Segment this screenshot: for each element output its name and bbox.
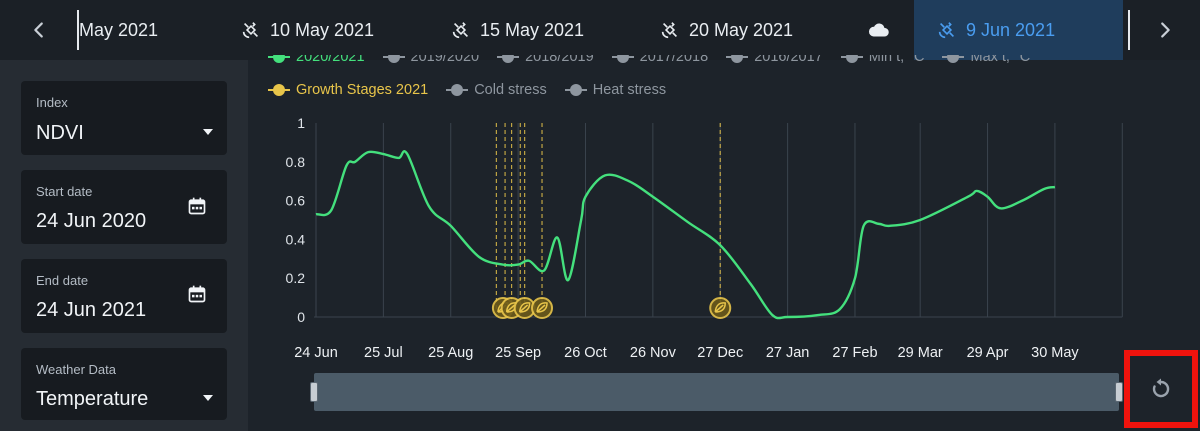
chart-panel: 2020/2021 2019/2020 2018/2019 2017/2018 … xyxy=(248,55,1200,431)
legend-item-max-t[interactable]: Max t, °C xyxy=(942,55,1030,65)
x-tick-label: 25 Jul xyxy=(364,345,403,361)
sidebar: Index NDVI Start date 24 Jun 2020 End da… xyxy=(0,60,248,431)
date-label: 15 May 2021 xyxy=(480,19,585,40)
leaf-icon xyxy=(714,302,726,313)
chevron-left-icon xyxy=(34,22,43,38)
chevron-right-icon xyxy=(1161,22,1170,38)
date-item-9-jun-2021[interactable]: 9 Jun 2021 xyxy=(914,0,1123,60)
date-label: 9 Jun 2021 xyxy=(966,19,1056,40)
satellite-icon xyxy=(938,22,955,39)
date-item-may-2021[interactable]: May 2021 xyxy=(79,0,158,60)
start-date-label: Start date xyxy=(36,184,93,199)
legend-item-growth-stages[interactable]: Growth Stages 2021 xyxy=(268,82,428,98)
date-label: 20 May 2021 xyxy=(689,19,794,40)
index-value: NDVI xyxy=(36,122,84,144)
date-item-20-may-2021[interactable]: 20 May 2021 xyxy=(659,0,793,60)
date-item-cloudy[interactable] xyxy=(866,0,900,60)
end-date-value: 24 Jun 2021 xyxy=(36,299,147,321)
x-tick-label: 29 Apr xyxy=(967,345,1009,361)
legend-label: 2017/2018 xyxy=(639,55,709,65)
caret-down-icon xyxy=(203,129,213,135)
leaf-icon xyxy=(518,302,531,313)
index-label: Index xyxy=(36,95,68,110)
x-tick-label: 27 Feb xyxy=(832,345,877,361)
date-item-10-may-2021[interactable]: 10 May 2021 xyxy=(240,0,374,60)
reset-icon xyxy=(1152,378,1170,398)
previous-date-button[interactable] xyxy=(0,0,78,60)
legend-item-heat-stress[interactable]: Heat stress xyxy=(564,82,667,98)
legend-item-2017-2018[interactable]: 2017/2018 xyxy=(611,55,709,65)
next-date-button[interactable] xyxy=(1130,0,1200,60)
legend-label: Cold stress xyxy=(474,82,547,98)
divider xyxy=(1128,10,1130,50)
calendar-icon[interactable] xyxy=(187,196,207,216)
satellite-icon xyxy=(452,22,469,39)
legend-item-2019-2020[interactable]: 2019/2020 xyxy=(382,55,480,65)
weather-data-label: Weather Data xyxy=(36,362,116,377)
weather-data-value: Temperature xyxy=(36,388,149,410)
caret-down-icon xyxy=(203,395,213,401)
legend-label: 2016/2017 xyxy=(754,55,823,65)
reset-zoom-button[interactable] xyxy=(1124,350,1198,428)
text-cursor xyxy=(77,10,79,50)
date-label: 10 May 2021 xyxy=(270,19,375,40)
ndvi-series-line xyxy=(315,150,1056,320)
ndvi-chart: 1 0.8 0.6 0.4 0.2 0 24 Jun 25 Jul 25 Aug 25 Sep 26… xyxy=(286,115,1123,361)
y-tick-label: 0 xyxy=(297,309,305,325)
weather-data-select[interactable]: Weather Data Temperature xyxy=(21,348,227,420)
range-slider-right-handle[interactable] xyxy=(1115,382,1123,402)
range-slider-left-handle[interactable] xyxy=(310,382,318,402)
range-slider-track[interactable] xyxy=(314,373,1119,411)
x-tick-label: 27 Dec xyxy=(697,345,743,361)
legend-item-2018-2019[interactable]: 2018/2019 xyxy=(497,55,594,65)
y-tick-label: 1 xyxy=(297,115,305,131)
start-date-field[interactable]: Start date 24 Jun 2020 xyxy=(21,170,227,244)
y-tick-label: 0.6 xyxy=(286,193,306,209)
legend-label: Max t, °C xyxy=(970,55,1031,65)
date-label: May 2021 xyxy=(79,19,159,40)
leaf-icon xyxy=(536,302,548,313)
x-tick-label: 25 Aug xyxy=(428,345,473,361)
x-tick-label: 26 Oct xyxy=(564,345,607,361)
cloud-icon xyxy=(868,23,889,37)
y-tick-label: 0.4 xyxy=(286,231,306,247)
end-date-label: End date xyxy=(36,273,89,288)
x-tick-label: 24 Jun xyxy=(294,345,338,361)
legend-item-2020-2021[interactable]: 2020/2021 xyxy=(268,55,365,65)
date-strip: May 2021 10 May 2021 15 May 2021 20 May … xyxy=(0,0,1200,60)
y-tick-label: 0.8 xyxy=(286,154,306,170)
satellite-icon xyxy=(661,22,678,39)
x-tick-label: 26 Nov xyxy=(630,345,677,361)
legend-item-cold-stress[interactable]: Cold stress xyxy=(446,82,547,98)
start-date-value: 24 Jun 2020 xyxy=(36,210,147,232)
legend-label: 2020/2021 xyxy=(296,55,365,65)
legend-label: Min t, °C xyxy=(868,55,925,65)
x-tick-label: 29 Mar xyxy=(898,345,943,361)
date-item-15-may-2021[interactable]: 15 May 2021 xyxy=(450,0,584,60)
legend-label: Growth Stages 2021 xyxy=(296,82,429,98)
legend-row-stages: Growth Stages 2021 Cold stress Heat stre… xyxy=(268,82,684,98)
legend-item-min-t[interactable]: Min t, °C xyxy=(840,55,925,65)
legend-label: 2019/2020 xyxy=(410,55,480,65)
legend-label: 2018/2019 xyxy=(525,55,594,65)
x-tick-label: 27 Jan xyxy=(766,345,810,361)
x-tick-label: 25 Sep xyxy=(495,345,541,361)
legend-label: Heat stress xyxy=(592,82,667,98)
legend-row-seasons: 2020/2021 2019/2020 2018/2019 2017/2018 … xyxy=(268,55,1048,75)
calendar-icon[interactable] xyxy=(187,284,207,304)
satellite-icon xyxy=(242,22,259,39)
x-tick-label: 30 May xyxy=(1031,345,1079,361)
index-select[interactable]: Index NDVI xyxy=(21,81,227,155)
end-date-field[interactable]: End date 24 Jun 2021 xyxy=(21,259,227,333)
y-tick-label: 0.2 xyxy=(286,270,306,286)
legend-item-2016-2017[interactable]: 2016/2017 xyxy=(726,55,823,65)
